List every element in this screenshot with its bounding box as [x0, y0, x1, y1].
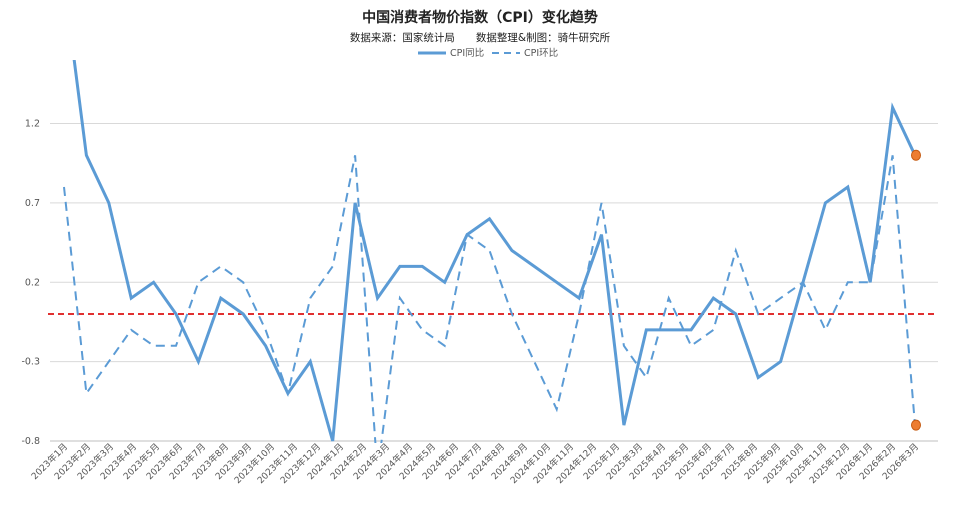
y-tick-label: 0.7: [25, 198, 40, 209]
gridlines: [50, 123, 938, 442]
legend: CPI同比 CPI环比: [418, 47, 558, 59]
x-axis: 2023年1月2023年2月2023年3月2023年4月2023年5月2023年…: [29, 441, 921, 487]
series-line-cpi-mom: [63, 155, 916, 443]
y-tick-label: 0.2: [25, 277, 40, 288]
legend-label-mom: CPI环比: [524, 47, 558, 59]
highlight-point-mom: [911, 419, 921, 431]
legend-label-yoy: CPI同比: [450, 47, 484, 59]
y-tick-label: 1.2: [25, 119, 40, 130]
highlight-points: [911, 149, 921, 431]
chart-subtitle: 数据来源：国家统计局 数据整理&制图：骑牛研究所: [350, 31, 611, 44]
y-tick-label: -0.8: [21, 436, 40, 447]
series-line-cpi-yoy: [72, 60, 917, 442]
chart-title: 中国消费者物价指数（CPI）变化趋势: [362, 9, 598, 26]
y-tick-label: -0.3: [21, 357, 40, 368]
y-axis: -0.8 -0.3 0.2 0.7 1.2: [21, 119, 40, 448]
highlight-point-yoy: [911, 149, 921, 161]
series-lines: [63, 60, 917, 443]
